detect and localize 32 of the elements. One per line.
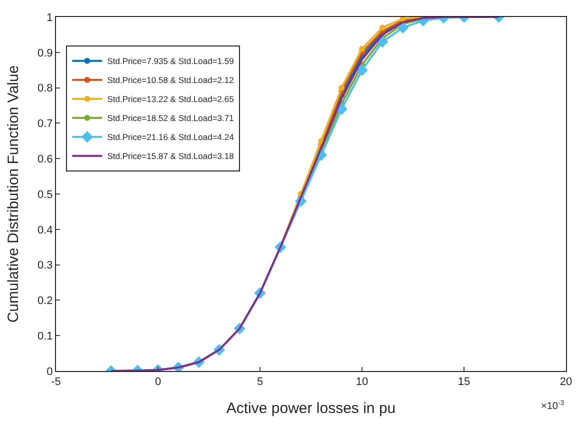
- legend-label: Std.Price=15.87 & Std.Load=3.18: [107, 151, 234, 162]
- point: [396, 22, 409, 34]
- legend-label: Std.Price=10.58 & Std.Load=2.12: [107, 75, 234, 86]
- x-tick-label: 0: [154, 376, 162, 388]
- y-tick-label: 0: [46, 366, 53, 378]
- y-tick-label: 1: [46, 12, 53, 24]
- x-tick-label: -5: [51, 376, 61, 388]
- point: [359, 46, 365, 52]
- y-tick-label: 0.4: [38, 224, 53, 236]
- y-tick-label: 0.5: [38, 188, 53, 201]
- y-tick-label: 0.6: [38, 153, 53, 166]
- legend-label: Std.Price=13.22 & Std.Load=2.65: [107, 94, 234, 104]
- y-tick-label: 0.9: [38, 47, 53, 60]
- x-tick-label: 15: [458, 376, 470, 388]
- legend-label: Std.Price=7.935 & Std.Load=1.59: [107, 56, 234, 66]
- x-axis-title: Active power losses in pu: [226, 400, 396, 418]
- y-tick-label: 0.7: [38, 118, 53, 130]
- x-tick-label: 5: [256, 376, 264, 388]
- x-tick-label: 10: [356, 376, 368, 388]
- y-tick-label: 0.8: [38, 82, 53, 95]
- legend-label: Std.Price=21.16 & Std.Load=4.24: [107, 132, 234, 142]
- text: ×10$^{-3}$: [541, 400, 564, 412]
- y-tick-label: 0.2: [38, 295, 53, 308]
- y-tick-label: 0.3: [38, 260, 53, 272]
- point: [376, 36, 388, 48]
- point: [356, 64, 368, 76]
- x-tick-label: 20: [560, 376, 572, 388]
- point: [338, 84, 345, 91]
- point: [379, 24, 386, 31]
- y-axis-title: Cumulative Distribution Function Value: [4, 65, 22, 323]
- y-tick-label: 0.1: [38, 330, 53, 342]
- legend-label: Std.Price=18.52 & Std.Load=3.71: [107, 113, 234, 124]
